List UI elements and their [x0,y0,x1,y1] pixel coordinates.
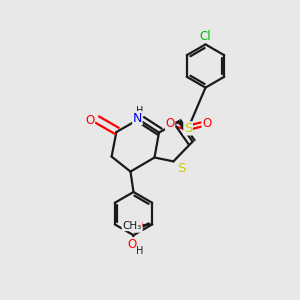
Text: O: O [202,116,211,130]
Text: S: S [177,161,185,175]
Text: O: O [128,238,137,251]
Text: H: H [136,246,144,256]
Text: CH₃: CH₃ [122,220,142,231]
Text: N: N [133,112,142,125]
Text: O: O [85,114,94,127]
Text: S: S [184,122,192,135]
Text: O: O [133,219,142,232]
Text: O: O [166,116,175,130]
Text: Cl: Cl [200,29,211,43]
Text: H: H [136,106,143,116]
